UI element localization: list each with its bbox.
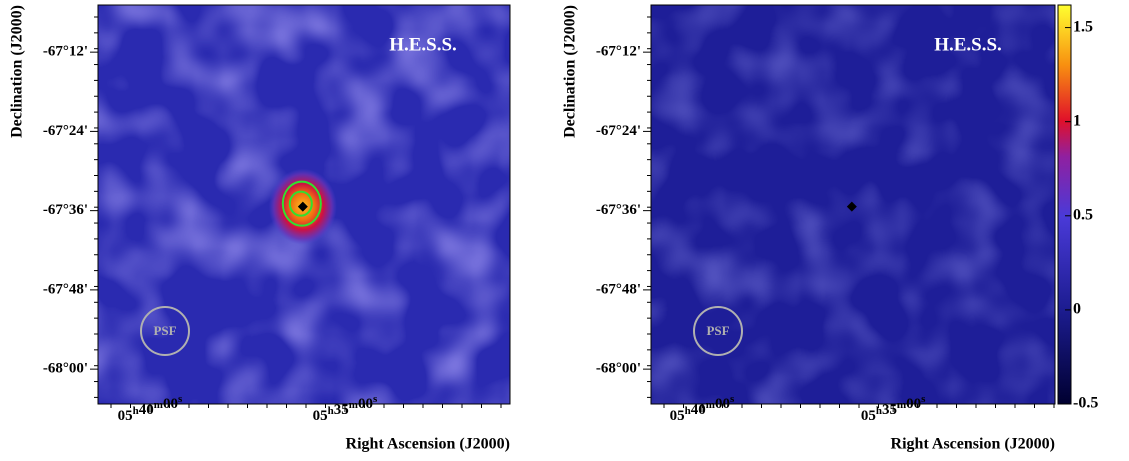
x-tick-label: 05h40m00s xyxy=(118,393,183,425)
y-tick-label: -67°48' xyxy=(43,281,88,297)
panel-title: H.E.S.S. xyxy=(934,34,1002,55)
x-axis-label: Right Ascension (J2000) xyxy=(891,436,1055,453)
colorbar xyxy=(1057,4,1072,405)
panel-title: H.E.S.S. xyxy=(389,34,457,55)
psf-label: PSF xyxy=(153,323,176,338)
psf-circle xyxy=(140,306,190,356)
colorbar-tick-label: 0 xyxy=(1073,301,1081,318)
contour xyxy=(288,190,313,217)
y-tick-label: -68°00' xyxy=(596,361,641,377)
y-tick-label: -67°12' xyxy=(43,44,88,60)
y-tick-label: -67°24' xyxy=(43,123,88,139)
y-tick-label: -67°48' xyxy=(596,281,641,297)
psf-label: PSF xyxy=(706,323,729,338)
y-tick-label: -67°36' xyxy=(43,202,88,218)
y-tick-label: -68°00' xyxy=(43,361,88,377)
colorbar-tick-label: -0.5 xyxy=(1073,395,1098,412)
y-tick-label: -67°36' xyxy=(596,202,641,218)
plot-frame xyxy=(650,4,1056,405)
x-axis-label: Right Ascension (J2000) xyxy=(346,436,510,453)
plot-frame xyxy=(97,4,511,405)
y-tick-label: -67°24' xyxy=(596,123,641,139)
psf-circle xyxy=(693,306,743,356)
x-tick-label: 05h40m00s xyxy=(670,393,735,425)
y-axis-label: Declination (J2000) xyxy=(9,5,26,138)
source-marker xyxy=(297,201,308,212)
contour xyxy=(281,180,322,227)
y-tick-label: -67°12' xyxy=(596,44,641,60)
y-axis-label: Declination (J2000) xyxy=(562,5,579,138)
colorbar-tick-label: 1.5 xyxy=(1073,18,1093,35)
x-tick-label: 05h35m00s xyxy=(861,393,926,425)
source-marker xyxy=(846,201,857,212)
colorbar-tick-label: 1 xyxy=(1073,112,1081,129)
colorbar-tick-label: 0.5 xyxy=(1073,206,1093,223)
